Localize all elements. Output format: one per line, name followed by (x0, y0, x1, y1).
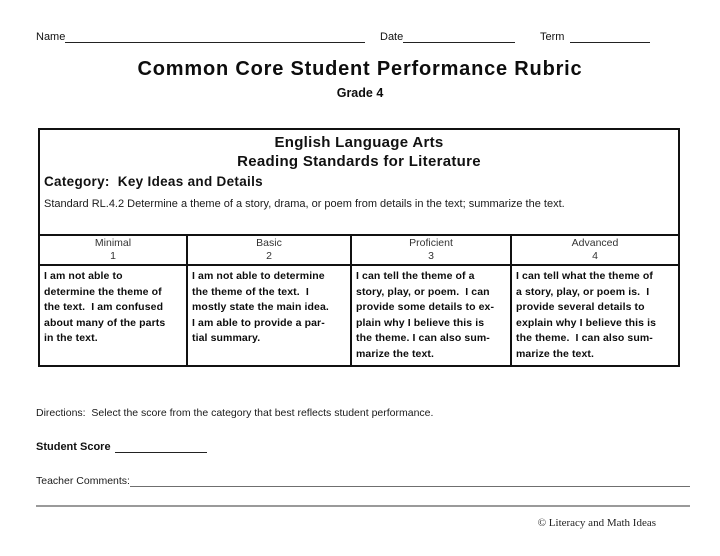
rubric-standard: Standard RL.4.2 Determine a theme of a s… (44, 198, 565, 210)
name-field: Name (36, 30, 366, 43)
level-name: Proficient (409, 237, 453, 249)
directions-text: Directions: Select the score from the ca… (36, 407, 434, 419)
level-description-advanced: I can tell what the theme of a story, pl… (510, 264, 678, 365)
name-field-blank-line (65, 30, 366, 43)
level-score: 2 (266, 250, 272, 262)
level-score: 1 (110, 250, 116, 262)
rubric-table: Minimal 1 Basic 2 Proficient 3 Advanced 4 I am … (40, 234, 678, 365)
teacher-comments-field: Teacher Comments: (36, 474, 690, 487)
date-field-blank-line (403, 30, 516, 43)
student-score-label: Student Score (36, 441, 111, 453)
level-name: Minimal (94, 237, 132, 249)
copyright-text: © Literacy and Math Ideas (537, 517, 656, 529)
term-field-label: Term (540, 31, 565, 43)
rubric-subject: English Language Arts (274, 134, 444, 151)
level-header-minimal: Minimal 1 (40, 234, 188, 266)
teacher-comments-blank-line (129, 474, 690, 487)
date-field-label: Date (380, 31, 404, 43)
level-description-minimal: I am not able to determine the theme of … (40, 264, 188, 365)
document-title: Common Core Student Performance Rubric (137, 58, 583, 80)
rubric-strand: Reading Standards for Literature (237, 153, 481, 170)
level-header-basic: Basic 2 (186, 234, 352, 266)
rubric-box: English Language Arts Reading Standards … (38, 128, 680, 367)
term-field-blank-line (570, 30, 651, 43)
document-subtitle: Grade 4 (336, 86, 384, 100)
level-score: 3 (428, 250, 434, 262)
teacher-comments-label: Teacher Comments: (36, 475, 130, 487)
level-description-basic: I am not able to determine the theme of … (186, 264, 352, 365)
student-score-blank-line (114, 440, 207, 453)
level-name: Basic (256, 237, 282, 249)
rubric-category: Category: Key Ideas and Details (44, 174, 263, 189)
level-name: Advanced (571, 237, 619, 249)
term-field: Term (540, 30, 651, 43)
date-field: Date (380, 30, 516, 43)
student-score-field: Student Score (36, 440, 207, 453)
level-header-advanced: Advanced 4 (510, 234, 678, 266)
level-header-proficient: Proficient 3 (350, 234, 512, 266)
rubric-table-header-row: Minimal 1 Basic 2 Proficient 3 Advanced 4 (40, 234, 678, 266)
teacher-comments-blank-line-2 (36, 505, 690, 507)
level-score: 4 (592, 250, 598, 262)
rubric-table-body-row: I am not able to determine the theme of … (40, 264, 678, 365)
level-description-proficient: I can tell the theme of a story, play, o… (350, 264, 512, 365)
name-field-label: Name (36, 31, 66, 43)
